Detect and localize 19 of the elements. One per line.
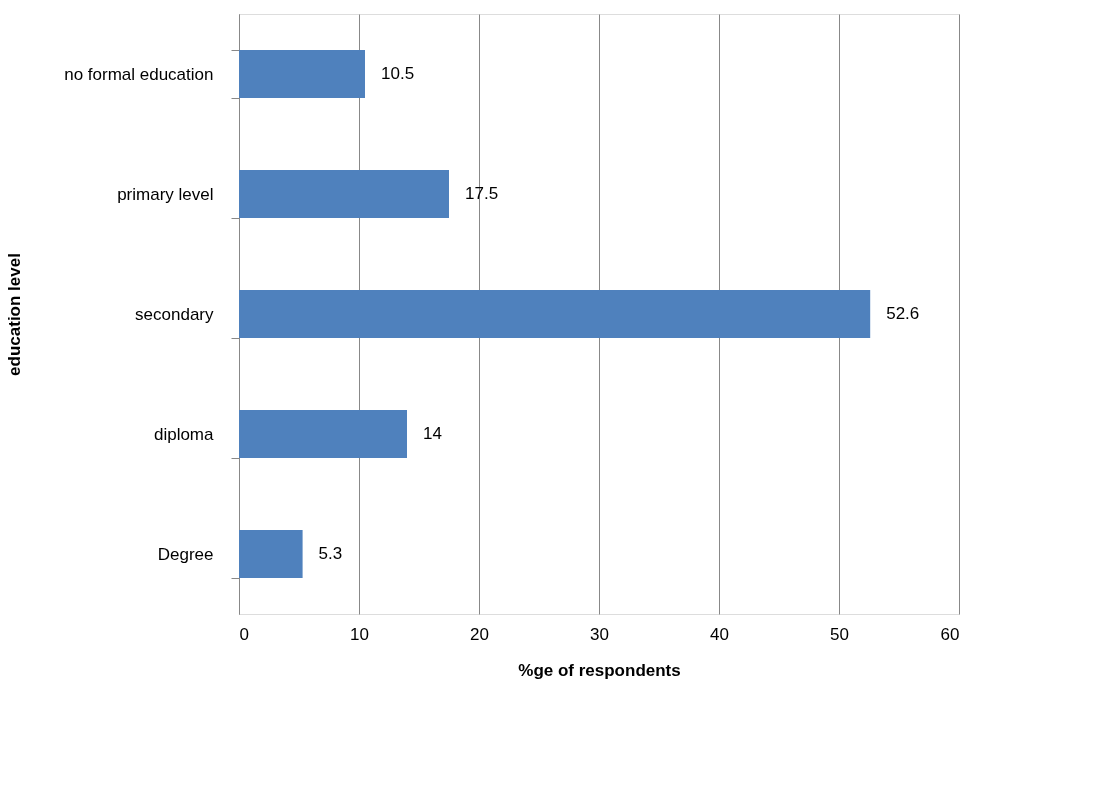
x-tick-label: 20 — [470, 624, 489, 644]
x-tick-label: 60 — [940, 624, 960, 644]
y-tick-label: diploma — [153, 424, 215, 444]
data-label: 17.5 — [465, 184, 499, 203]
x-tick-label: 30 — [590, 624, 609, 644]
y-tick-label: Degree — [157, 544, 214, 564]
y-axis-title: education level — [5, 253, 25, 376]
x-tick-label: 10 — [350, 624, 369, 644]
x-tick-label: 0 — [239, 624, 249, 644]
x-tick-label: 50 — [830, 624, 849, 644]
data-label: 5.3 — [318, 544, 343, 563]
x-axis-title: %ge of respondents — [518, 660, 681, 680]
data-label: 52.6 — [886, 304, 920, 323]
y-tick-label: primary level — [117, 184, 214, 204]
y-tick-label: no formal education — [64, 64, 214, 84]
data-label: 14 — [423, 424, 442, 443]
x-tick-label: 40 — [710, 624, 729, 644]
y-tick-label: secondary — [135, 304, 214, 324]
data-label: 10.5 — [381, 64, 415, 83]
